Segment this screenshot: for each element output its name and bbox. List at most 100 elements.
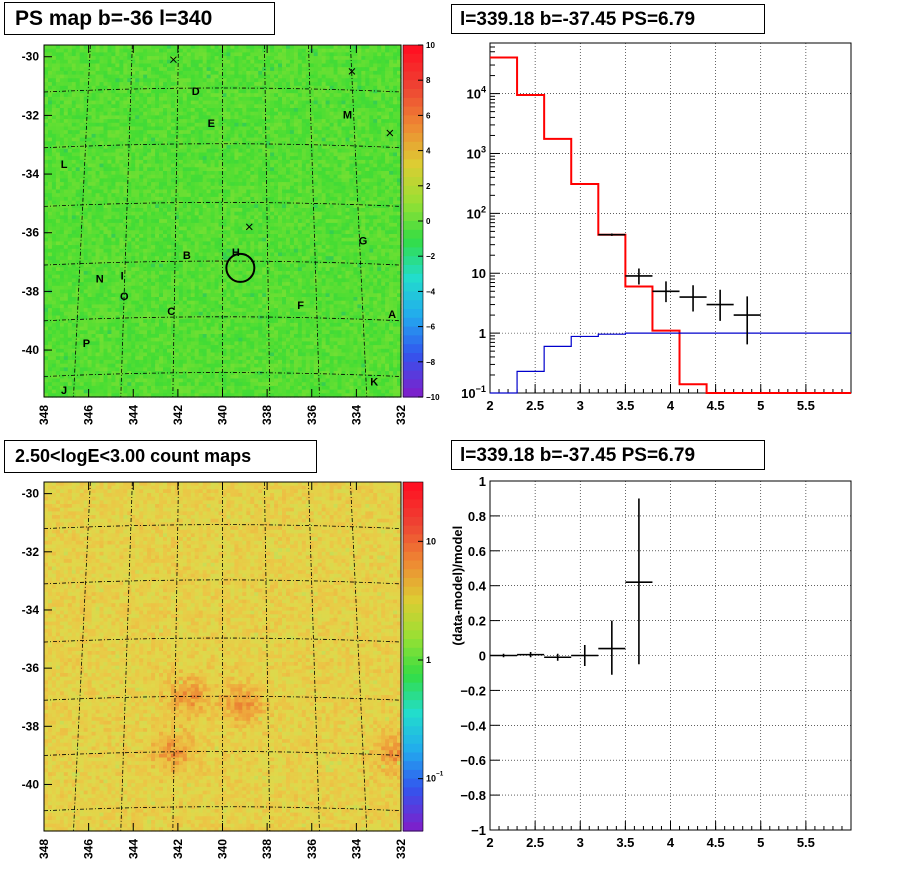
map-pixel xyxy=(242,227,247,231)
map-pixel xyxy=(191,193,196,197)
map-pixel xyxy=(48,82,53,86)
map-pixel xyxy=(115,138,120,142)
map-pixel xyxy=(143,64,148,68)
map-pixel xyxy=(131,234,136,238)
map-pixel xyxy=(238,115,243,119)
map-pixel xyxy=(108,234,113,238)
map-pixel xyxy=(159,145,164,149)
map-pixel xyxy=(92,241,97,245)
map-pixel xyxy=(123,156,128,160)
map-pixel xyxy=(135,249,140,253)
map-pixel xyxy=(314,164,319,168)
map-pixel xyxy=(290,75,295,79)
map-pixel xyxy=(349,160,354,164)
map-pixel xyxy=(381,134,386,138)
map-pixel xyxy=(187,215,192,219)
map-pixel xyxy=(393,149,398,153)
map-pixel xyxy=(96,108,101,112)
map-pixel xyxy=(274,86,279,90)
map-pixel xyxy=(167,241,172,245)
map-pixel xyxy=(361,52,366,56)
map-pixel xyxy=(258,90,263,94)
map-pixel xyxy=(72,153,77,157)
map-pixel xyxy=(108,52,113,56)
map-pixel xyxy=(56,60,61,64)
map-pixel xyxy=(381,149,386,153)
map-pixel xyxy=(64,175,69,179)
map-pixel xyxy=(223,178,228,182)
map-pixel xyxy=(286,197,291,201)
map-pixel xyxy=(115,197,120,201)
map-pixel xyxy=(155,101,160,105)
map-pixel xyxy=(123,75,128,79)
map-pixel xyxy=(52,193,57,197)
map-pixel xyxy=(92,108,97,112)
map-pixel xyxy=(139,175,144,179)
map-pixel xyxy=(338,190,343,194)
map-pixel xyxy=(357,171,362,175)
map-pixel xyxy=(346,134,351,138)
map-pixel xyxy=(183,71,188,75)
map-pixel xyxy=(389,223,394,227)
map-pixel xyxy=(111,115,116,119)
map-pixel xyxy=(167,167,172,171)
map-pixel xyxy=(163,156,168,160)
map-pixel xyxy=(278,178,283,182)
map-pixel xyxy=(250,127,255,131)
map-pixel xyxy=(151,78,156,82)
map-pixel xyxy=(238,208,243,212)
map-pixel xyxy=(104,208,109,212)
map-pixel xyxy=(187,93,192,97)
map-pixel xyxy=(227,64,232,68)
map-pixel xyxy=(80,197,85,201)
map-pixel xyxy=(266,156,271,160)
map-pixel xyxy=(207,149,212,153)
map-pixel xyxy=(298,178,303,182)
map-pixel xyxy=(199,60,204,64)
map-pixel xyxy=(155,108,160,112)
map-pixel xyxy=(290,149,295,153)
map-pixel xyxy=(44,182,49,186)
map-pixel xyxy=(48,64,53,68)
map-pixel xyxy=(131,112,136,116)
map-pixel xyxy=(60,49,65,53)
map-pixel xyxy=(318,104,323,108)
map-pixel xyxy=(369,78,374,82)
map-pixel xyxy=(131,164,136,168)
map-pixel xyxy=(171,197,176,201)
map-pixel xyxy=(361,208,366,212)
map-pixel xyxy=(242,215,247,219)
map-pixel xyxy=(373,101,378,105)
map-pixel xyxy=(230,215,235,219)
map-pixel xyxy=(111,71,116,75)
map-pixel xyxy=(155,52,160,56)
map-pixel xyxy=(131,190,136,194)
map-pixel xyxy=(385,212,390,216)
map-pixel xyxy=(163,134,168,138)
map-pixel xyxy=(373,227,378,231)
map-pixel xyxy=(88,175,93,179)
map-pixel xyxy=(250,78,255,82)
map-pixel xyxy=(246,130,251,134)
map-pixel xyxy=(330,175,335,179)
map-pixel xyxy=(302,245,307,249)
map-pixel xyxy=(48,78,53,82)
map-pixel xyxy=(342,164,347,168)
map-pixel xyxy=(330,171,335,175)
map-pixel xyxy=(56,215,61,219)
map-pixel xyxy=(373,215,378,219)
map-pixel xyxy=(84,201,89,205)
map-pixel xyxy=(44,223,49,227)
map-pixel xyxy=(72,71,77,75)
map-pixel xyxy=(369,227,374,231)
map-pixel xyxy=(246,197,251,201)
map-pixel xyxy=(385,190,390,194)
map-pixel xyxy=(223,197,228,201)
map-pixel xyxy=(151,104,156,108)
map-pixel xyxy=(191,245,196,249)
map-pixel xyxy=(163,212,168,216)
map-pixel xyxy=(139,145,144,149)
map-pixel xyxy=(278,212,283,216)
map-pixel xyxy=(167,138,172,142)
map-pixel xyxy=(60,78,65,82)
